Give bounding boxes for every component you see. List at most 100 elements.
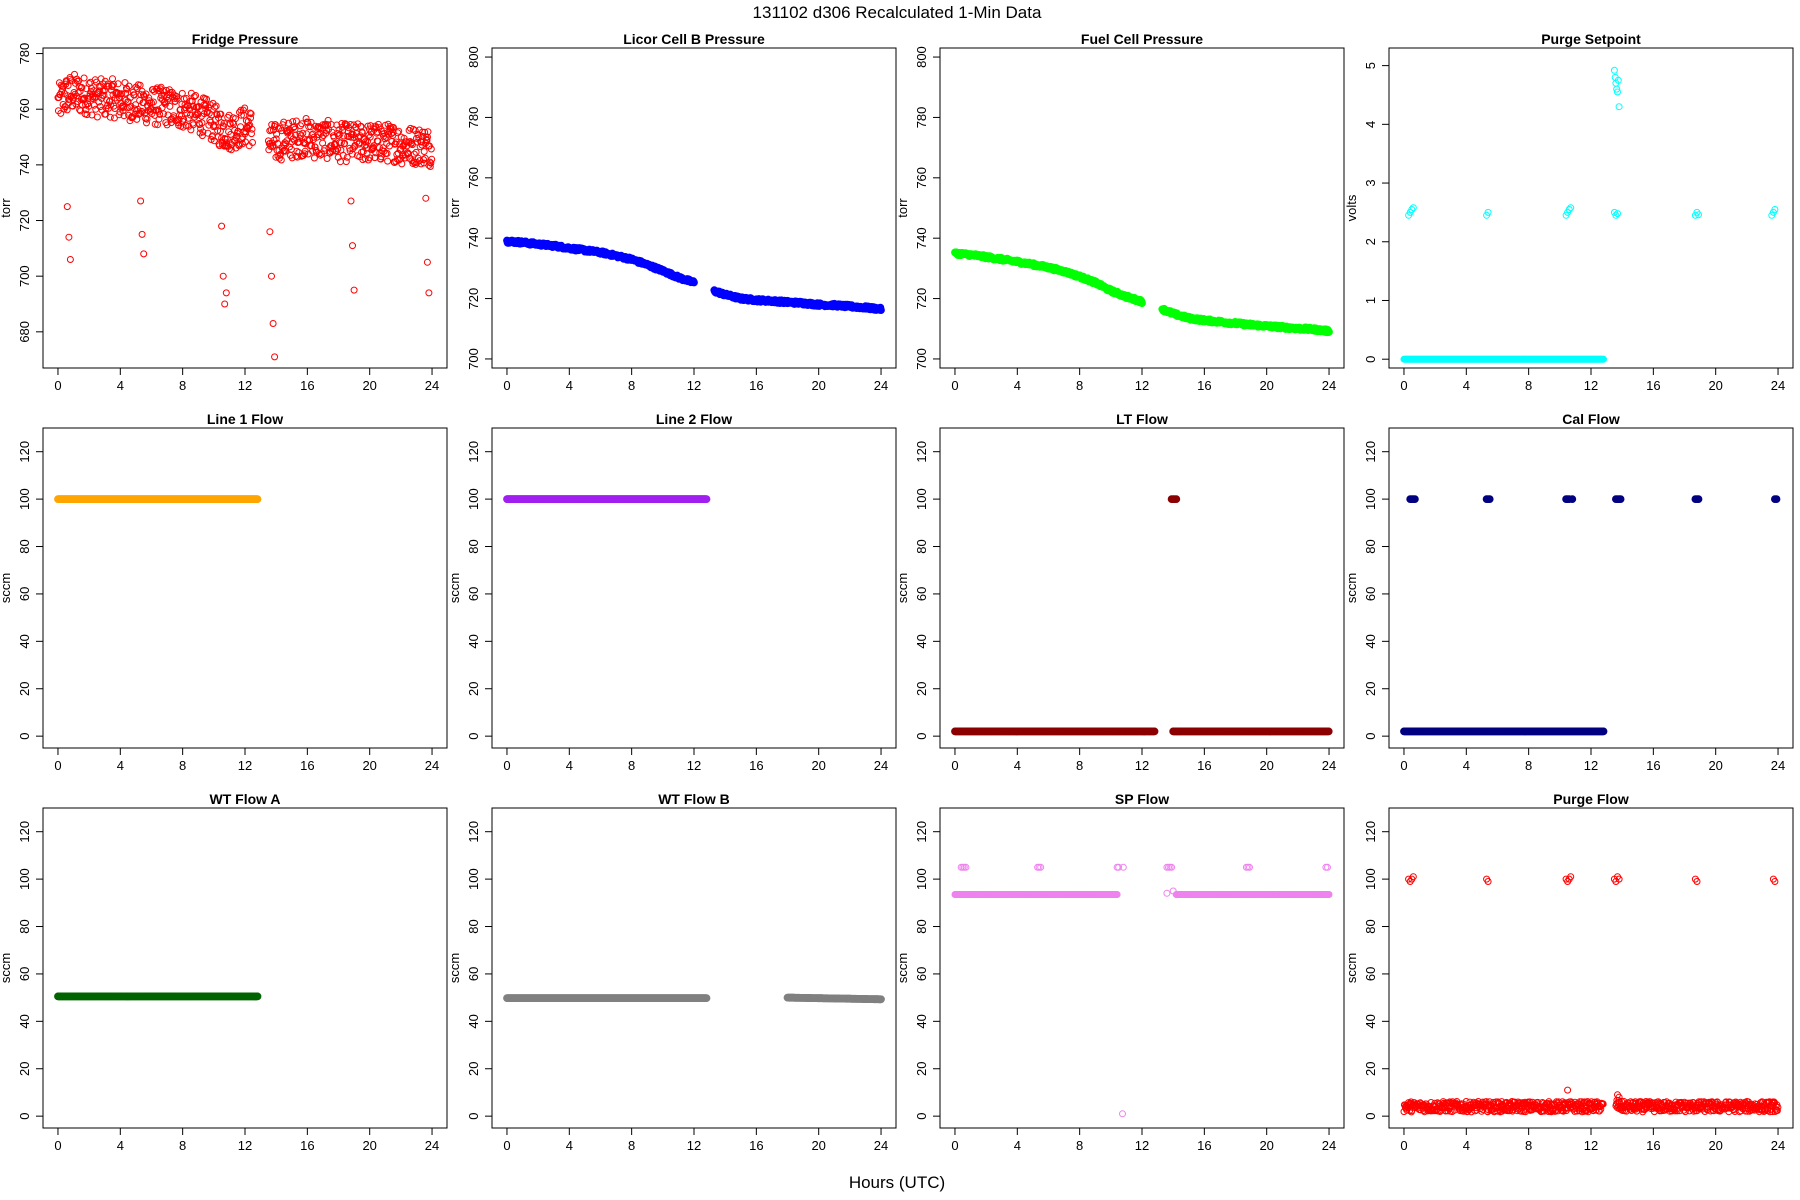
fridge-pressure-baseline-point bbox=[374, 137, 382, 145]
line-1-flow-y-axis-label: sccm bbox=[0, 573, 13, 603]
fridge-pressure-baseline-point bbox=[143, 115, 151, 123]
purge-setpoint-spike-point bbox=[1614, 88, 1621, 96]
fridge-pressure-baseline-point bbox=[324, 121, 332, 129]
purge-setpoint-x-tick-label: 8 bbox=[1525, 378, 1532, 393]
fridge-pressure-baseline-point bbox=[156, 110, 164, 118]
fridge-pressure-baseline-point bbox=[307, 123, 315, 131]
wt-flow-a-y-tick-label: 40 bbox=[17, 1014, 32, 1028]
line-2-flow-x-tick-label: 24 bbox=[874, 758, 888, 773]
fridge-pressure-baseline-point bbox=[214, 133, 222, 141]
purge-setpoint-pulses-point bbox=[1409, 204, 1417, 212]
line-1-flow-x-tick-label: 24 bbox=[425, 758, 439, 773]
purge-setpoint-pulses-point bbox=[1612, 211, 1620, 219]
fridge-pressure-baseline-point bbox=[416, 143, 424, 151]
licor-cell-b-pressure-x-tick-label: 20 bbox=[811, 378, 825, 393]
fridge-pressure-baseline-point bbox=[157, 83, 165, 91]
fridge-pressure-baseline-point bbox=[428, 155, 436, 163]
wt-flow-a-x-tick-label: 8 bbox=[179, 1138, 186, 1153]
fridge-pressure-baseline-point bbox=[302, 115, 310, 122]
cal-flow-points bbox=[1400, 495, 1781, 736]
fuel-cell-pressure-x-tick-label: 16 bbox=[1197, 378, 1211, 393]
fridge-pressure-baseline-point bbox=[385, 130, 393, 138]
fridge-pressure-dips-point bbox=[269, 320, 277, 327]
fridge-pressure-dips-point bbox=[218, 222, 226, 230]
fridge-pressure-baseline-point bbox=[242, 138, 249, 146]
fridge-pressure-baseline-point bbox=[159, 87, 167, 95]
line-2-flow-y-tick-label: 60 bbox=[466, 587, 481, 601]
purge-setpoint-y-tick-label: 0 bbox=[1363, 356, 1378, 363]
wt-flow-b-points bbox=[503, 993, 885, 1004]
fridge-pressure-y-axis-label: torr bbox=[0, 198, 13, 218]
fridge-pressure-baseline-point bbox=[132, 83, 140, 91]
licor-cell-b-pressure-y-tick-label: 720 bbox=[466, 288, 481, 310]
fridge-pressure-dips-point bbox=[66, 256, 74, 263]
fridge-pressure-baseline-point bbox=[424, 133, 431, 141]
cal-flow-x-tick-label: 16 bbox=[1646, 758, 1660, 773]
lt-flow-y-tick-label: 20 bbox=[914, 682, 929, 696]
line-2-flow-x-tick-label: 0 bbox=[503, 758, 510, 773]
fridge-pressure-baseline-point bbox=[281, 147, 289, 155]
wt-flow-a-x-tick-label: 24 bbox=[425, 1138, 439, 1153]
fridge-pressure-baseline-point bbox=[307, 118, 315, 126]
purge-setpoint-y-axis-label: volts bbox=[1344, 194, 1359, 221]
fridge-pressure-baseline-point bbox=[107, 101, 115, 109]
fridge-pressure-baseline-point bbox=[421, 154, 429, 162]
fridge-pressure-baseline-point bbox=[288, 154, 296, 162]
fuel-cell-pressure-title: Fuel Cell Pressure bbox=[1081, 31, 1203, 47]
wt-flow-b-y-tick-label: 120 bbox=[466, 821, 481, 843]
line-2-flow-y-axis-label: sccm bbox=[447, 573, 462, 603]
line-1-flow-y-tick-label: 40 bbox=[17, 634, 32, 648]
cal-flow-pulses-point bbox=[1568, 495, 1577, 504]
fridge-pressure-baseline-point bbox=[227, 146, 235, 154]
fridge-pressure-baseline-point bbox=[342, 158, 350, 166]
licor-cell-b-pressure-x-tick-label: 16 bbox=[749, 378, 763, 393]
fridge-pressure-y-tick-label: 740 bbox=[17, 154, 32, 176]
fridge-pressure-baseline-point bbox=[80, 74, 88, 82]
fridge-pressure-baseline-point bbox=[355, 139, 363, 147]
fridge-pressure-baseline-point bbox=[316, 151, 324, 159]
purge-setpoint-x-tick-label: 12 bbox=[1584, 378, 1598, 393]
cal-flow-pulses-point bbox=[1485, 495, 1494, 504]
line-2-flow-y-tick-label: 40 bbox=[466, 634, 481, 648]
purge-setpoint-x-tick-label: 20 bbox=[1708, 378, 1722, 393]
fridge-pressure-baseline-point bbox=[280, 118, 288, 126]
lt-flow-line-point bbox=[1324, 727, 1333, 736]
fridge-pressure-baseline-point bbox=[425, 161, 433, 169]
cal-flow-x-tick-label: 20 bbox=[1708, 758, 1722, 773]
fridge-pressure-baseline-point bbox=[362, 141, 370, 149]
fridge-pressure-baseline-point bbox=[246, 109, 254, 117]
purge-setpoint-pulses-point bbox=[1695, 211, 1702, 219]
cal-flow-y-axis-label: sccm bbox=[1344, 573, 1359, 603]
fridge-pressure-x-tick-label: 8 bbox=[179, 378, 186, 393]
lt-flow-x-tick-label: 16 bbox=[1197, 758, 1211, 773]
wt-flow-b-x-tick-label: 24 bbox=[874, 1138, 888, 1153]
fridge-pressure-baseline-point bbox=[131, 105, 139, 113]
purge-setpoint-zero-point bbox=[1600, 355, 1607, 363]
lt-flow-title: LT Flow bbox=[1116, 411, 1168, 427]
fridge-pressure-baseline-point bbox=[247, 110, 255, 118]
fridge-pressure-baseline-point bbox=[138, 107, 145, 115]
purge-setpoint-x-tick-label: 0 bbox=[1400, 378, 1407, 393]
licor-cell-b-pressure-points bbox=[503, 236, 885, 315]
fridge-pressure-baseline-point bbox=[315, 123, 323, 131]
wt-flow-a-x-tick-label: 20 bbox=[362, 1138, 376, 1153]
fridge-pressure-y-tick-label: 700 bbox=[17, 265, 32, 287]
cal-flow-y-tick-label: 40 bbox=[1363, 634, 1378, 648]
licor-cell-b-pressure-line-point bbox=[690, 278, 698, 287]
fridge-pressure-baseline-point bbox=[247, 114, 255, 122]
purge-setpoint-y-tick-label: 3 bbox=[1363, 179, 1378, 186]
wt-flow-a-title: WT Flow A bbox=[209, 791, 280, 807]
fridge-pressure-baseline-point bbox=[339, 151, 347, 159]
fridge-pressure-baseline-point bbox=[394, 129, 402, 137]
fridge-pressure-baseline-point bbox=[232, 115, 239, 123]
line-1-flow-x-tick-label: 0 bbox=[54, 758, 61, 773]
cal-flow-x-tick-label: 12 bbox=[1584, 758, 1598, 773]
fridge-pressure-dips-point bbox=[422, 194, 430, 202]
fridge-pressure-dips-point bbox=[221, 300, 229, 308]
fuel-cell-pressure-y-tick-label: 780 bbox=[914, 107, 929, 129]
fridge-pressure-baseline-point bbox=[301, 150, 309, 158]
fridge-pressure-baseline-point bbox=[199, 128, 207, 136]
